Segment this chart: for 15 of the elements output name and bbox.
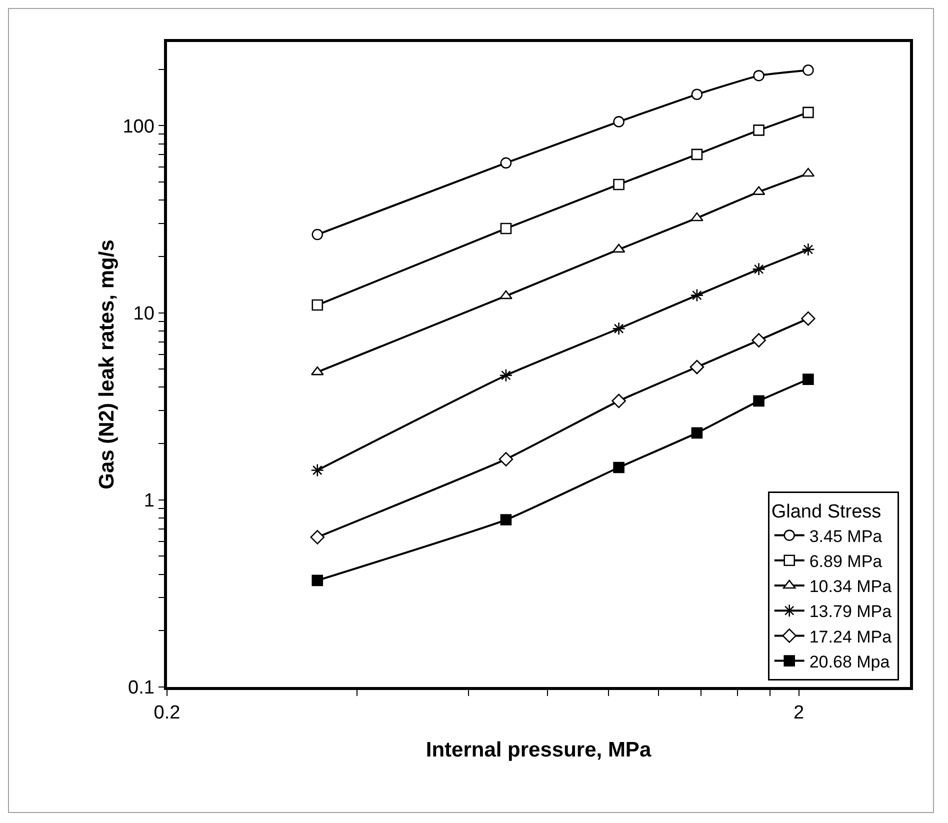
legend-label: 13.79 MPa [809,602,892,622]
x-axis-title: Internal pressure, MPa [426,738,652,762]
legend-label: 3.45 MPa [809,526,883,546]
y-axis-title: Gas (N2) leak rates, mg/s [96,240,118,490]
legend-label: 17.24 MPa [809,627,892,646]
y-tick-label: 10 [133,303,154,324]
legend-label: 10.34 MPa [809,577,892,596]
x-tick-label: 0.2 [154,702,180,724]
legend-title: Gland Stress [771,502,882,523]
y-tick-label: 100 [122,116,154,138]
legend-label: 20.68 Mpa [809,652,890,672]
y-tick-label: 1 [144,490,154,512]
y-tick-label: 0.1 [128,678,154,699]
legend-label: 6.89 MPa [809,552,883,572]
x-tick-label: 2 [793,702,804,724]
